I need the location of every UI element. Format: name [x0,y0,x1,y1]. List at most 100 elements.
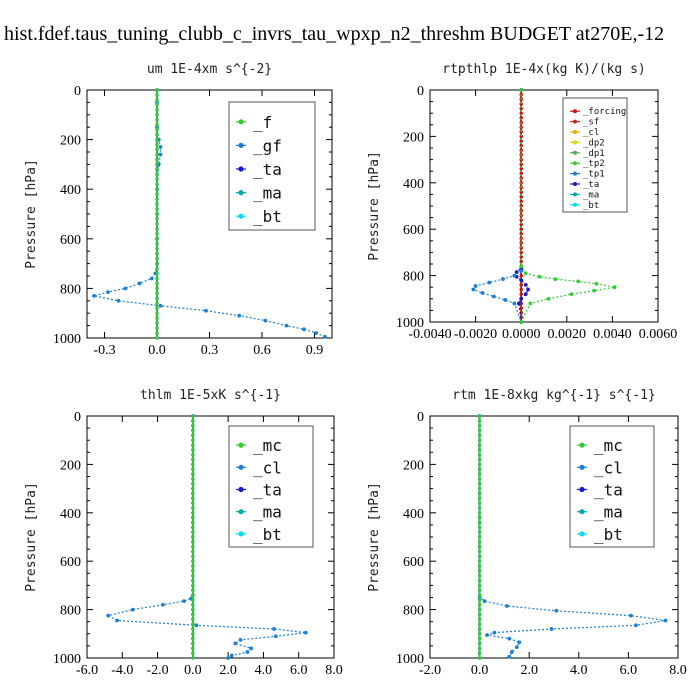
legend-marker [238,213,244,219]
data-point [191,622,195,626]
data-point [478,612,482,617]
data-point [519,283,523,287]
data-point [191,438,195,442]
data-point [155,326,159,330]
legend-label: _ta [594,481,623,500]
data-point [155,98,159,102]
data-point [155,222,159,226]
data-point [478,603,482,607]
y-tick-label: 800 [60,282,81,297]
data-point [191,564,195,568]
legend-marker [579,486,585,493]
data-point [92,293,96,298]
panel-title: thlm 1E-5xK s^{-1} [140,388,281,403]
panel-3: thlm 1E-5xK s^{-1} Pressure [hPa] 0 200 400 6… [24,388,343,678]
data-point [492,630,497,635]
data-point [191,593,195,597]
data-point [478,491,482,496]
y-axis-label: Pressure [hPa] [24,482,39,592]
data-point [478,646,482,650]
data-point [155,237,159,241]
data-point [478,569,482,573]
panel-2: rtpthlp 1E-4x(kg K)/(kg s) Pressure [hPa]… [367,62,677,342]
legend-marker [238,166,244,172]
data-point [158,145,163,149]
data-point [191,482,195,486]
data-point [191,467,195,471]
x-tick-label: 6.0 [290,663,308,678]
legend-marker [573,182,577,186]
data-point [302,327,306,332]
legend-marker [238,442,244,448]
data-point [191,598,195,602]
data-point [519,134,523,138]
data-point [116,298,121,303]
data-point [478,530,482,534]
legend-label: _ta [253,160,282,179]
series-markers-forcing [519,88,523,324]
legend-marker [238,486,244,493]
data-point [155,118,159,122]
data-point [191,637,195,641]
data-point [471,287,476,292]
series-markers-tp2 [519,88,617,324]
legend-label: _mc [253,436,282,455]
data-point [519,190,523,194]
data-point [478,535,482,539]
data-point [519,292,523,296]
data-point [549,627,554,631]
data-point [191,414,195,418]
data-point [526,287,530,292]
data-point [191,574,195,578]
data-point [519,255,523,259]
legend-label: _cl [594,458,623,477]
data-point [537,274,542,279]
data-point [519,144,523,148]
data-point [478,578,482,583]
data-point [478,656,482,660]
data-point [191,651,195,655]
data-point [155,242,159,246]
legend-label: _cl [583,128,599,138]
data-point [478,472,482,476]
data-point [191,583,195,588]
data-point [478,622,482,626]
data-point [191,443,195,447]
x-tick-label: 0.0 [184,663,202,678]
x-tick-label: -2.0 [146,663,168,678]
data-point [155,227,159,231]
legend-box [228,101,316,231]
x-tick-label: 0.0 [471,663,489,678]
legend-marker [573,140,577,145]
y-tick-label: 800 [60,604,81,619]
legend-marker [573,202,577,207]
data-point [191,457,195,462]
panel-1: um 1E-4xm s^{-2} Pressure [hPa] 0 200 400 600… [24,62,333,358]
data-point [155,266,159,271]
data-point [482,599,487,604]
data-point [478,501,482,505]
data-point [528,301,533,306]
data-point [155,306,159,310]
legend-marker [573,109,577,114]
data-point [512,301,517,306]
data-point [249,646,253,651]
data-point [155,177,159,181]
data-point [478,540,482,544]
data-point [473,284,478,288]
legend-label: _bt [253,207,282,226]
data-point [512,273,517,278]
data-point [106,290,110,295]
legend-marker [573,130,577,134]
data-point [191,496,195,500]
data-point [238,637,243,642]
data-point [523,292,528,297]
data-point [314,331,319,335]
data-point [478,448,482,452]
y-tick-label: 400 [60,507,81,522]
data-point [612,285,617,290]
x-tick-label: 0.6 [253,343,271,358]
x-tick-label: 4.0 [255,663,273,678]
data-point [478,632,482,636]
y-axis-label: Pressure [hPa] [367,151,382,261]
